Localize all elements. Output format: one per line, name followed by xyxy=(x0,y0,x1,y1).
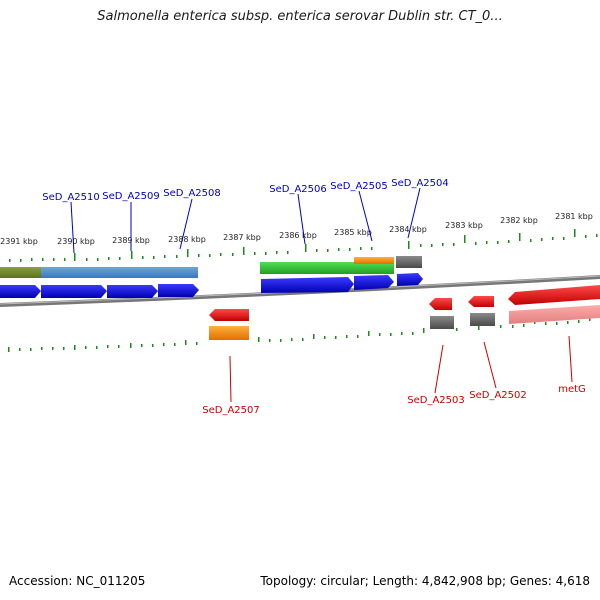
reverse-gene-arrow[interactable] xyxy=(468,296,494,307)
reverse-leader-lines xyxy=(229,335,573,403)
gene-label[interactable]: SeD_A2508 xyxy=(163,188,221,199)
forward-gene-labels: SeD_A2510 SeD_A2509 SeD_A2508 SeD_A2506 … xyxy=(42,178,449,203)
map-title: Salmonella enterica subsp. enterica sero… xyxy=(97,9,503,24)
gene-label[interactable]: SeD_A2504 xyxy=(391,178,449,189)
gene-label[interactable]: SeD_A2510 xyxy=(42,192,100,203)
forward-gene-arrow[interactable] xyxy=(261,277,354,293)
kbp-label: 2383 kbp xyxy=(445,221,483,230)
reverse-gene-arrow[interactable] xyxy=(429,298,452,310)
forward-gene-arrow[interactable] xyxy=(107,285,158,298)
forward-gene-arrow[interactable] xyxy=(41,285,107,298)
kbp-label: 2386 kbp xyxy=(279,231,317,240)
forward-gene-arrow[interactable] xyxy=(158,284,199,297)
kbp-label: 2385 kbp xyxy=(334,228,372,237)
kbp-labels: 2391 kbp 2390 kbp 2389 kbp 2388 kbp 2387… xyxy=(0,212,593,246)
lower-tick-ruler xyxy=(8,316,591,352)
kbp-label: 2381 kbp xyxy=(555,212,593,221)
kbp-label: 2390 kbp xyxy=(57,237,95,246)
reverse-cog-track xyxy=(209,305,600,340)
gene-label[interactable]: SeD_A2502 xyxy=(469,390,527,401)
kbp-label: 2388 kbp xyxy=(168,235,206,244)
gene-label[interactable]: SeD_A2505 xyxy=(330,181,388,192)
kbp-label: 2387 kbp xyxy=(223,233,261,242)
gene-label[interactable]: SeD_A2507 xyxy=(202,405,260,416)
reverse-gene-track xyxy=(209,285,600,321)
gene-label[interactable]: SeD_A2506 xyxy=(269,184,327,195)
forward-gene-track xyxy=(0,273,423,298)
kbp-label: 2384 kbp xyxy=(389,225,427,234)
kbp-label: 2382 kbp xyxy=(500,216,538,225)
accession-text: Accession: NC_011205 xyxy=(9,574,146,588)
kbp-label: 2391 kbp xyxy=(0,237,38,246)
genome-summary-text: Topology: circular; Length: 4,842,908 bp… xyxy=(260,574,590,588)
forward-gene-arrow[interactable] xyxy=(397,273,423,286)
forward-leader-lines xyxy=(70,187,421,254)
gene-label[interactable]: metG xyxy=(558,384,586,395)
forward-gene-arrow[interactable] xyxy=(354,275,394,290)
reverse-gene-arrow[interactable] xyxy=(209,309,249,321)
upper-tick-ruler xyxy=(9,229,598,262)
reverse-gene-arrow[interactable] xyxy=(508,285,600,305)
forward-cog-track xyxy=(0,256,422,278)
reverse-gene-labels: SeD_A2507 SeD_A2503 SeD_A2502 metG xyxy=(202,384,586,416)
gene-label[interactable]: SeD_A2509 xyxy=(102,191,160,202)
gene-label[interactable]: SeD_A2503 xyxy=(407,395,465,406)
forward-gene-arrow[interactable] xyxy=(0,285,41,298)
